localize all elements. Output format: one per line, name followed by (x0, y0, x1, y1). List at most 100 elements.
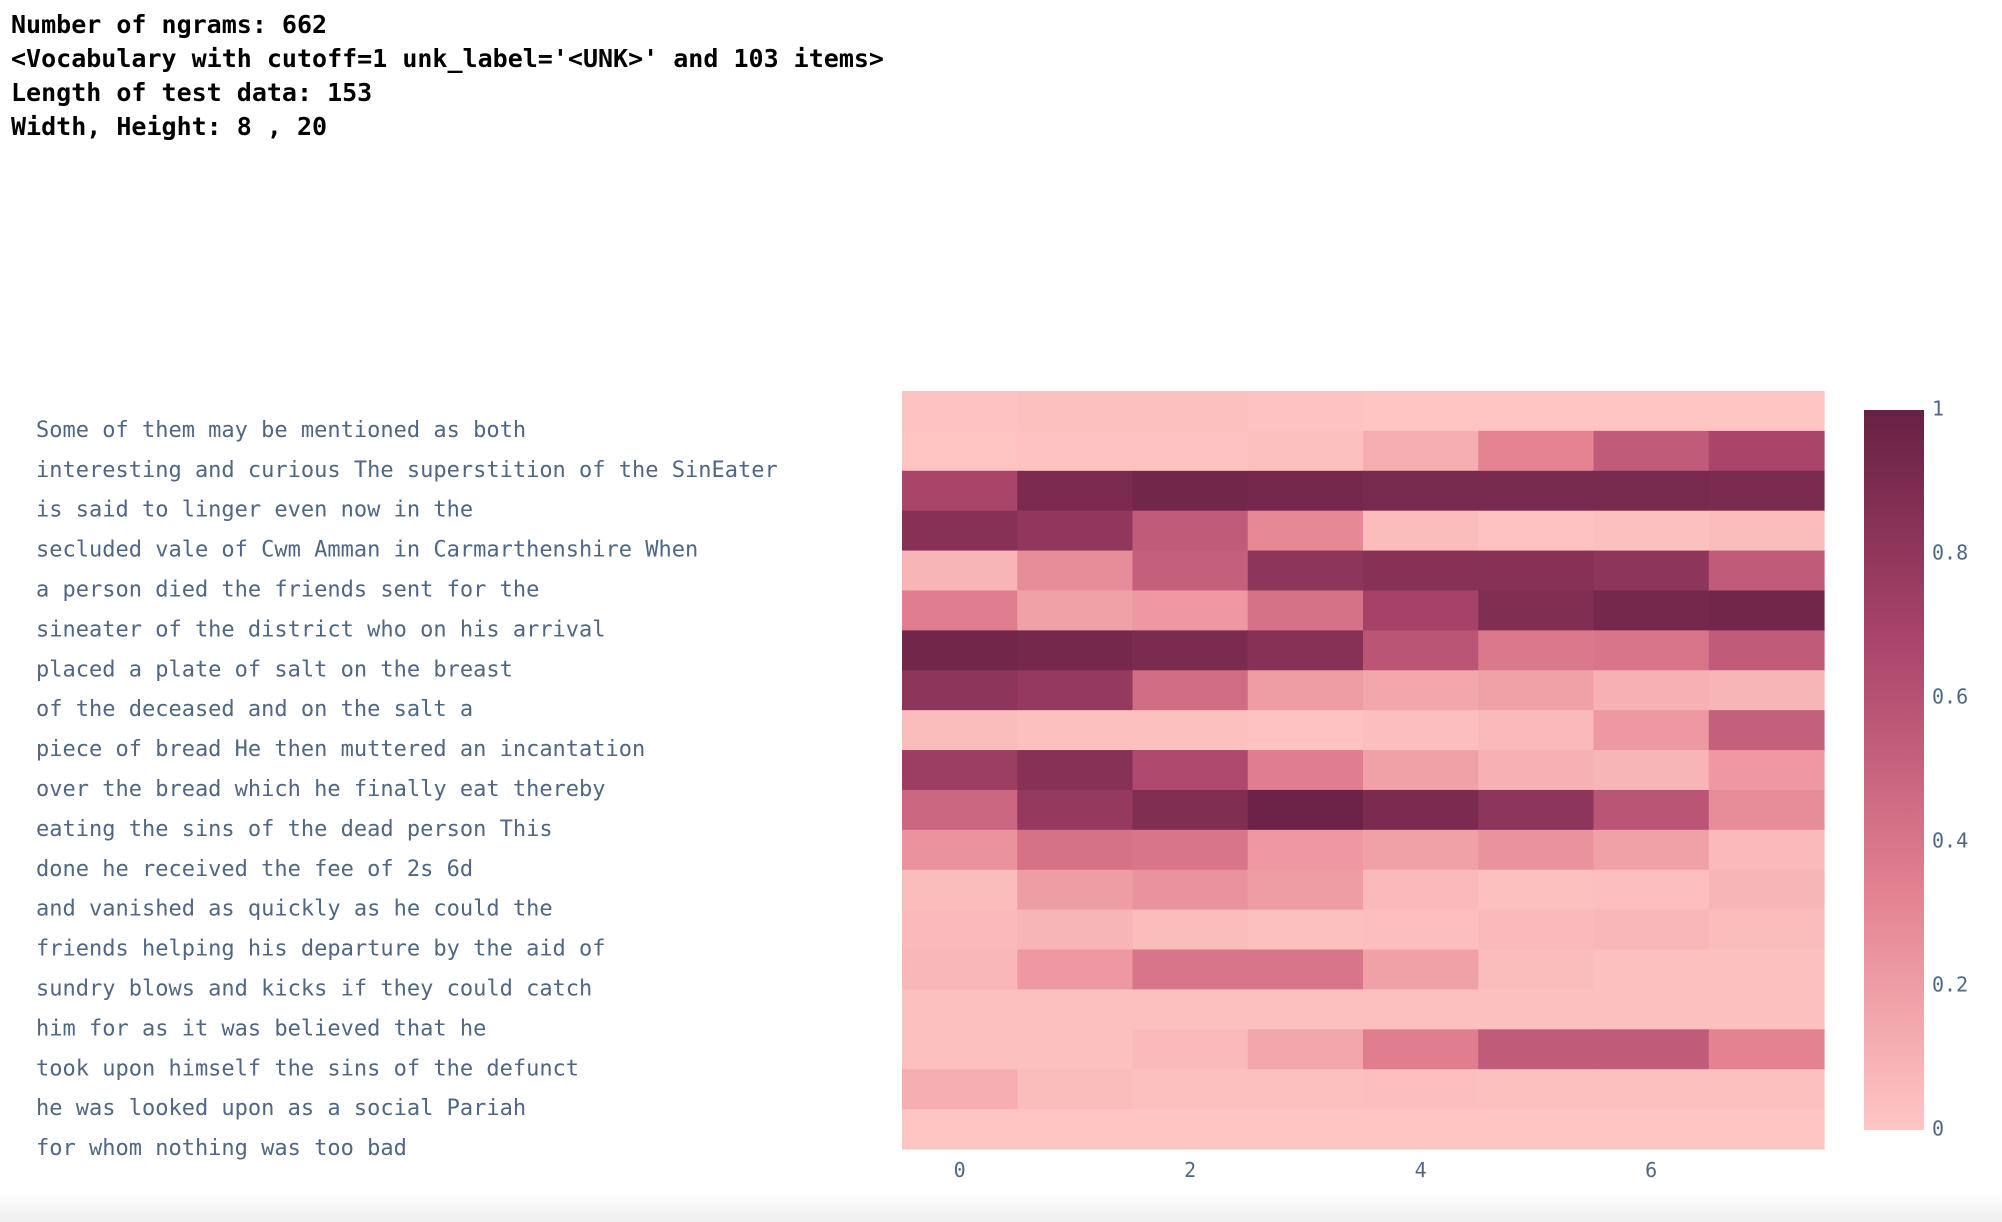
heatmap-cell[interactable] (1708, 391, 1825, 432)
heatmap-cell[interactable] (1363, 430, 1479, 472)
heatmap-cell[interactable] (1708, 510, 1825, 552)
heatmap-cell[interactable] (902, 1029, 1018, 1070)
heatmap-cell[interactable] (1593, 1029, 1710, 1070)
heatmap-cell[interactable] (1708, 949, 1825, 991)
heatmap-cell[interactable] (1247, 909, 1364, 951)
heatmap-cell[interactable] (1247, 590, 1364, 631)
heatmap-cell[interactable] (1132, 829, 1249, 871)
heatmap-cell[interactable] (1017, 430, 1134, 472)
heatmap-cell[interactable] (1363, 989, 1479, 1030)
heatmap-cell[interactable] (1247, 670, 1364, 711)
heatmap-cell[interactable] (1593, 550, 1710, 592)
heatmap-cell[interactable] (1247, 550, 1364, 592)
heatmap-cell[interactable] (1363, 670, 1479, 711)
heatmap-cell[interactable] (1363, 869, 1479, 911)
heatmap-cell[interactable] (1132, 710, 1249, 751)
heatmap-cell[interactable] (1017, 590, 1134, 631)
heatmap-cell[interactable] (902, 909, 1018, 951)
heatmap-cell[interactable] (1132, 550, 1249, 592)
heatmap-cell[interactable] (1708, 909, 1825, 951)
heatmap-cell[interactable] (1708, 630, 1825, 671)
heatmap-cell[interactable] (1247, 391, 1364, 432)
heatmap-cell[interactable] (1363, 1069, 1479, 1110)
heatmap-cell[interactable] (1017, 391, 1134, 432)
heatmap-cell[interactable] (1708, 710, 1825, 751)
heatmap-cell[interactable] (1593, 829, 1710, 871)
heatmap-cell[interactable] (1478, 670, 1595, 711)
heatmap-cell[interactable] (1017, 949, 1134, 991)
heatmap-cell[interactable] (1363, 1029, 1479, 1070)
heatmap-cell[interactable] (1593, 789, 1710, 831)
heatmap-cell[interactable] (1363, 590, 1479, 631)
heatmap-cell[interactable] (1247, 949, 1364, 991)
heatmap-cell[interactable] (1593, 590, 1710, 631)
heatmap-cells[interactable] (902, 391, 1825, 1150)
heatmap-cell[interactable] (902, 391, 1018, 432)
heatmap-cell[interactable] (1017, 750, 1134, 791)
heatmap-cell[interactable] (1478, 1029, 1595, 1070)
heatmap-cell[interactable] (1017, 670, 1134, 711)
heatmap-cell[interactable] (1593, 909, 1710, 951)
heatmap-cell[interactable] (1363, 789, 1479, 831)
heatmap-cell[interactable] (902, 630, 1018, 671)
heatmap-cell[interactable] (1478, 710, 1595, 751)
heatmap-cell[interactable] (1593, 750, 1710, 791)
heatmap-cell[interactable] (1247, 470, 1364, 512)
heatmap-cell[interactable] (1478, 1069, 1595, 1110)
heatmap-cell[interactable] (1593, 430, 1710, 472)
heatmap-cell[interactable] (1363, 391, 1479, 432)
heatmap-cell[interactable] (1708, 869, 1825, 911)
heatmap-cell[interactable] (1363, 630, 1479, 671)
heatmap-cell[interactable] (1017, 470, 1134, 512)
heatmap-cell[interactable] (1132, 590, 1249, 631)
heatmap-cell[interactable] (1593, 670, 1710, 711)
heatmap-cell[interactable] (1132, 1029, 1249, 1070)
heatmap-cell[interactable] (1132, 909, 1249, 951)
heatmap-cell[interactable] (1478, 909, 1595, 951)
heatmap-cell[interactable] (1478, 989, 1595, 1030)
heatmap-cell[interactable] (1247, 829, 1364, 871)
heatmap-cell[interactable] (1478, 590, 1595, 631)
heatmap-cell[interactable] (902, 829, 1018, 871)
heatmap-cell[interactable] (1363, 470, 1479, 512)
heatmap-cell[interactable] (1247, 869, 1364, 911)
heatmap-cell[interactable] (902, 550, 1018, 592)
heatmap-cell[interactable] (1017, 510, 1134, 552)
heatmap-cell[interactable] (902, 510, 1018, 552)
heatmap-cell[interactable] (1708, 430, 1825, 472)
heatmap-cell[interactable] (1593, 391, 1710, 432)
heatmap-cell[interactable] (1132, 470, 1249, 512)
heatmap-cell[interactable] (1247, 989, 1364, 1030)
heatmap-cell[interactable] (1593, 1069, 1710, 1110)
heatmap-cell[interactable] (1132, 750, 1249, 791)
heatmap-cell[interactable] (1132, 510, 1249, 552)
heatmap-cell[interactable] (1478, 630, 1595, 671)
heatmap-cell[interactable] (902, 789, 1018, 831)
heatmap-cell[interactable] (1132, 949, 1249, 991)
heatmap-cell[interactable] (1363, 750, 1479, 791)
heatmap-cell[interactable] (1708, 1069, 1825, 1110)
heatmap-cell[interactable] (1247, 710, 1364, 751)
heatmap-cell[interactable] (902, 750, 1018, 791)
heatmap-cell[interactable] (1017, 710, 1134, 751)
heatmap-cell[interactable] (1708, 470, 1825, 512)
heatmap-cell[interactable] (1478, 750, 1595, 791)
heatmap-cell[interactable] (1017, 989, 1134, 1030)
heatmap-cell[interactable] (1363, 710, 1479, 751)
heatmap-cell[interactable] (1478, 949, 1595, 991)
heatmap-cell[interactable] (902, 869, 1018, 911)
heatmap-cell[interactable] (902, 989, 1018, 1030)
heatmap-cell[interactable] (1593, 869, 1710, 911)
heatmap-cell[interactable] (1708, 1029, 1825, 1070)
heatmap-cell[interactable] (1247, 1069, 1364, 1110)
heatmap-cell[interactable] (902, 670, 1018, 711)
heatmap-cell[interactable] (1708, 789, 1825, 831)
heatmap-cell[interactable] (1247, 750, 1364, 791)
heatmap-cell[interactable] (1593, 710, 1710, 751)
heatmap-cell[interactable] (1708, 550, 1825, 592)
heatmap-cell[interactable] (1247, 430, 1364, 472)
heatmap-cell[interactable] (1708, 590, 1825, 631)
heatmap-cell[interactable] (1478, 829, 1595, 871)
heatmap-cell[interactable] (902, 949, 1018, 991)
heatmap-cell[interactable] (1132, 630, 1249, 671)
